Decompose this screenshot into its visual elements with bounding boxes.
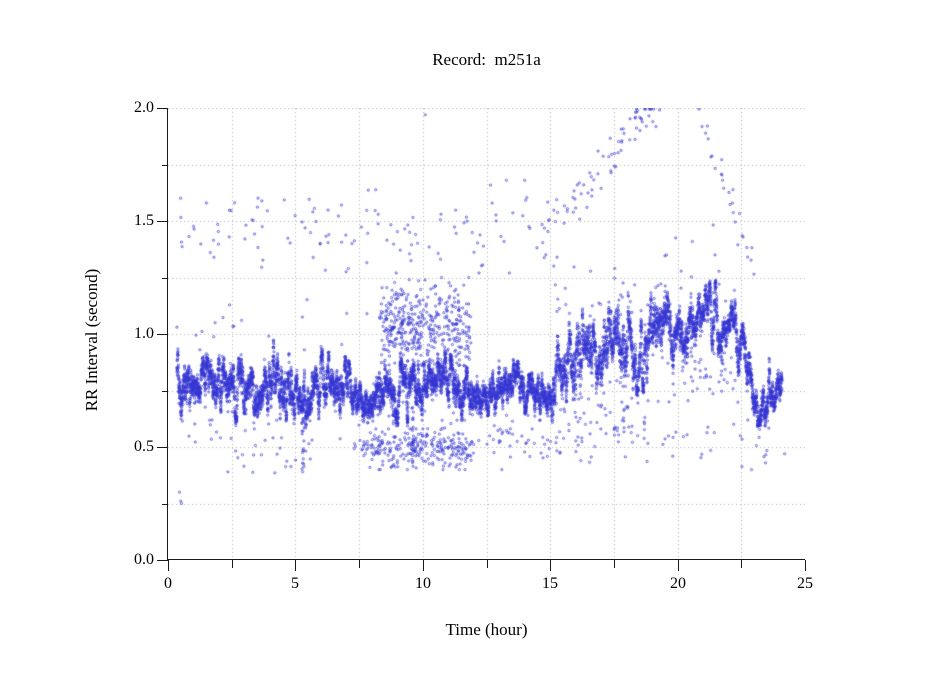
scatter-plot-canvas (168, 108, 805, 560)
x-minor-tick (487, 560, 488, 568)
x-tick-label-20: 20 (670, 575, 686, 592)
y-minor-tick (162, 391, 168, 392)
y-tick-label-1.0: 1.0 (134, 325, 154, 342)
y-major-tick-0.5 (157, 447, 168, 448)
x-major-tick-15 (550, 560, 551, 571)
y-major-tick-0.0 (157, 560, 168, 561)
x-tick-label-5: 5 (291, 575, 299, 592)
y-tick-label-0.0: 0.0 (134, 551, 154, 568)
y-minor-tick (162, 504, 168, 505)
x-tick-label-15: 15 (542, 575, 558, 592)
y-major-tick-2.0 (157, 108, 168, 109)
x-tick-label-0: 0 (164, 575, 172, 592)
x-tick-label-10: 10 (415, 575, 431, 592)
y-tick-label-1.5: 1.5 (134, 212, 154, 229)
x-axis-spine (167, 559, 805, 560)
x-major-tick-0 (168, 560, 169, 571)
x-major-tick-20 (678, 560, 679, 571)
x-minor-tick (232, 560, 233, 568)
chart-title: Record: m251a (432, 50, 541, 69)
y-major-tick-1.0 (157, 334, 168, 335)
y-minor-tick (162, 278, 168, 279)
y-tick-label-0.5: 0.5 (134, 438, 154, 455)
y-axis-label: RR Interval (second) (82, 268, 101, 412)
y-major-tick-1.5 (157, 221, 168, 222)
x-axis-label: Time (hour) (445, 620, 528, 639)
x-minor-tick (741, 560, 742, 568)
x-minor-tick (359, 560, 360, 568)
x-major-tick-25 (805, 560, 806, 571)
x-minor-tick (614, 560, 615, 568)
y-minor-tick (162, 165, 168, 166)
x-tick-label-25: 25 (797, 575, 813, 592)
x-major-tick-5 (295, 560, 296, 571)
y-tick-label-2.0: 2.0 (134, 99, 154, 116)
x-major-tick-10 (423, 560, 424, 571)
